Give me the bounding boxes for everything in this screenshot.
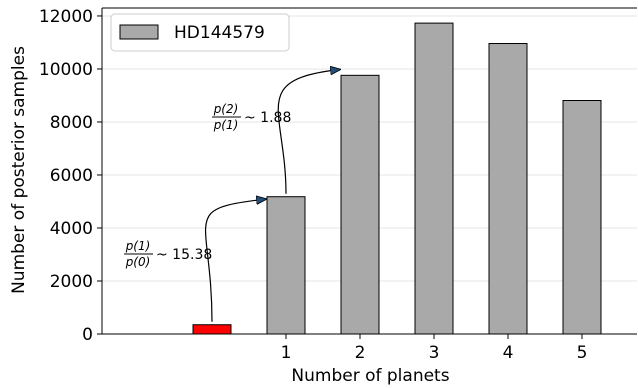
bar xyxy=(414,22,454,335)
x-tick-label: 2 xyxy=(355,343,366,363)
annotation-arrow xyxy=(277,69,340,194)
x-tick-label: 3 xyxy=(429,343,440,363)
bar xyxy=(266,196,306,335)
bar xyxy=(192,324,232,335)
y-tick-label: 0 xyxy=(82,325,93,345)
x-tick-label: 4 xyxy=(503,343,514,363)
bars xyxy=(192,22,602,335)
y-tick-label: 2000 xyxy=(50,272,93,292)
annotations: p(1) p(0) ~ 15.38 p(2) p(1) ~ 1.88 xyxy=(124,69,340,322)
legend-label: HD144579 xyxy=(174,23,265,43)
legend-box xyxy=(110,13,290,52)
annotation-arrow xyxy=(204,199,266,322)
bar xyxy=(488,43,528,335)
x-tick-label: 1 xyxy=(281,343,292,363)
legend: HD144579 xyxy=(110,13,290,52)
annotation-numerator: p(2) xyxy=(213,102,239,116)
y-tick-label: 10000 xyxy=(39,60,93,80)
y-axis-label: Number of posterior samples xyxy=(9,46,29,294)
annotation-denominator: p(0) xyxy=(125,255,151,269)
legend-swatch xyxy=(119,24,159,40)
annotation-denominator: p(1) xyxy=(213,118,239,132)
y-tick-label: 6000 xyxy=(50,166,93,186)
annotation-value: ~ 1.88 xyxy=(244,110,291,126)
bar xyxy=(562,99,602,335)
x-axis-label: Number of planets xyxy=(291,366,449,386)
y-tick-label: 8000 xyxy=(50,113,93,133)
axes: 0 2000 4000 6000 8000 10000 12000 1 2 3 4 5 Number o… xyxy=(9,7,637,386)
y-tick-label: 4000 xyxy=(50,219,93,239)
x-tick-label: 5 xyxy=(577,343,588,363)
annotation-value: ~ 15.38 xyxy=(156,247,212,263)
annotation-numerator: p(1) xyxy=(125,239,151,253)
y-tick-label: 12000 xyxy=(39,7,93,27)
bar xyxy=(340,74,380,335)
